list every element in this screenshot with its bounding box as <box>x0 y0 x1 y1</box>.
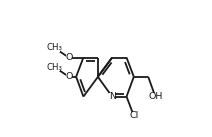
Bar <box>49 63 60 71</box>
Text: N: N <box>109 92 116 101</box>
Bar <box>109 93 116 100</box>
Bar <box>66 54 72 61</box>
Text: CH₃: CH₃ <box>46 63 63 72</box>
Bar <box>130 112 138 119</box>
Text: CH₃: CH₃ <box>46 43 63 52</box>
Text: Cl: Cl <box>129 111 138 120</box>
Bar <box>66 73 72 80</box>
Bar <box>49 44 60 52</box>
Bar <box>151 93 159 100</box>
Text: O: O <box>65 53 73 62</box>
Text: O: O <box>65 72 73 81</box>
Text: OH: OH <box>148 92 163 101</box>
